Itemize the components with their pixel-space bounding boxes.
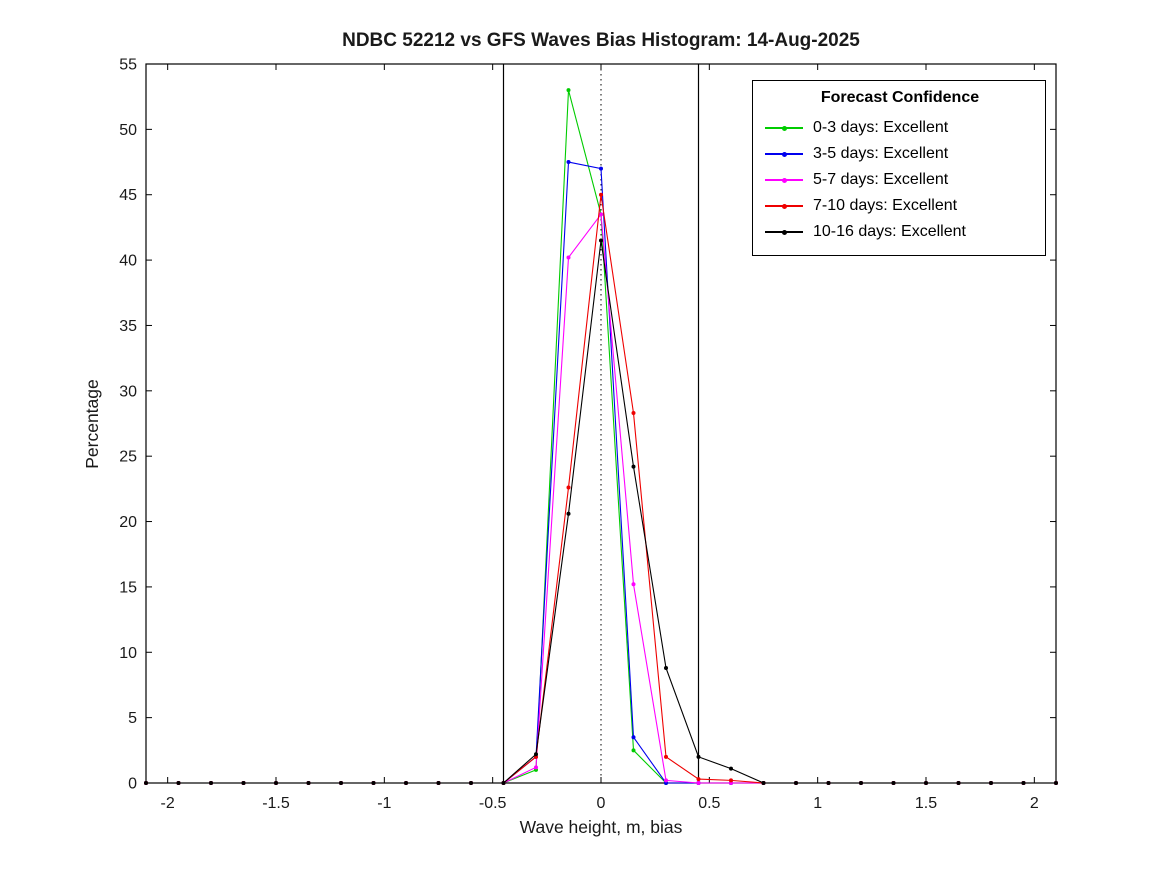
x-axis-label: Wave height, m, bias — [520, 817, 683, 837]
legend-label: 0-3 days: Excellent — [813, 119, 949, 136]
y-axis-label: Percentage — [82, 379, 102, 469]
legend-item-3-5-days: 3-5 days: Excellent — [765, 141, 1035, 167]
svg-text:-2: -2 — [161, 795, 175, 812]
svg-text:0: 0 — [128, 776, 137, 793]
svg-text:2: 2 — [1030, 795, 1039, 812]
legend-line-marker-icon — [765, 147, 803, 161]
legend-label: 7-10 days: Excellent — [813, 197, 958, 214]
legend-label: 3-5 days: Excellent — [813, 145, 949, 162]
svg-text:15: 15 — [119, 579, 137, 596]
legend-item-0-3-days: 0-3 days: Excellent — [765, 115, 1035, 141]
legend-line-marker-icon — [765, 173, 803, 187]
legend-title: Forecast Confidence — [820, 89, 980, 106]
chart-title: NDBC 52212 vs GFS Waves Bias Histogram: … — [342, 30, 860, 51]
legend-label: 10-16 days: Excellent — [813, 223, 966, 240]
legend-item-10-16-days: 10-16 days: Excellent — [765, 219, 1035, 245]
svg-text:40: 40 — [119, 253, 137, 270]
legend-label: 5-7 days: Excellent — [813, 171, 949, 188]
svg-text:10: 10 — [119, 645, 137, 662]
legend-item-5-7-days: 5-7 days: Excellent — [765, 167, 1035, 193]
legend-line-marker-icon — [765, 121, 803, 135]
svg-text:-1: -1 — [377, 795, 391, 812]
legend-item-7-10-days: 7-10 days: Excellent — [765, 193, 1035, 219]
svg-text:1.5: 1.5 — [915, 795, 937, 812]
legend-line-marker-icon — [765, 199, 803, 213]
svg-text:-0.5: -0.5 — [479, 795, 507, 812]
svg-text:0: 0 — [597, 795, 606, 812]
plot-area: -2 -1.5 -1 -0.5 0 0.5 1 1.5 20510152025303540455… — [119, 57, 1058, 812]
svg-text:-1.5: -1.5 — [262, 795, 290, 812]
legend-line-marker-icon — [765, 225, 803, 239]
svg-text:25: 25 — [119, 449, 137, 466]
svg-text:30: 30 — [119, 383, 137, 400]
svg-text:5: 5 — [128, 710, 137, 727]
svg-text:55: 55 — [119, 57, 137, 74]
svg-text:45: 45 — [119, 187, 137, 204]
svg-text:1: 1 — [813, 795, 822, 812]
legend: Forecast Confidence 0-3 days: Excellent … — [752, 80, 1046, 256]
svg-text:20: 20 — [119, 514, 137, 531]
svg-text:50: 50 — [119, 122, 137, 139]
svg-text:0.5: 0.5 — [698, 795, 720, 812]
svg-text:35: 35 — [119, 318, 137, 335]
